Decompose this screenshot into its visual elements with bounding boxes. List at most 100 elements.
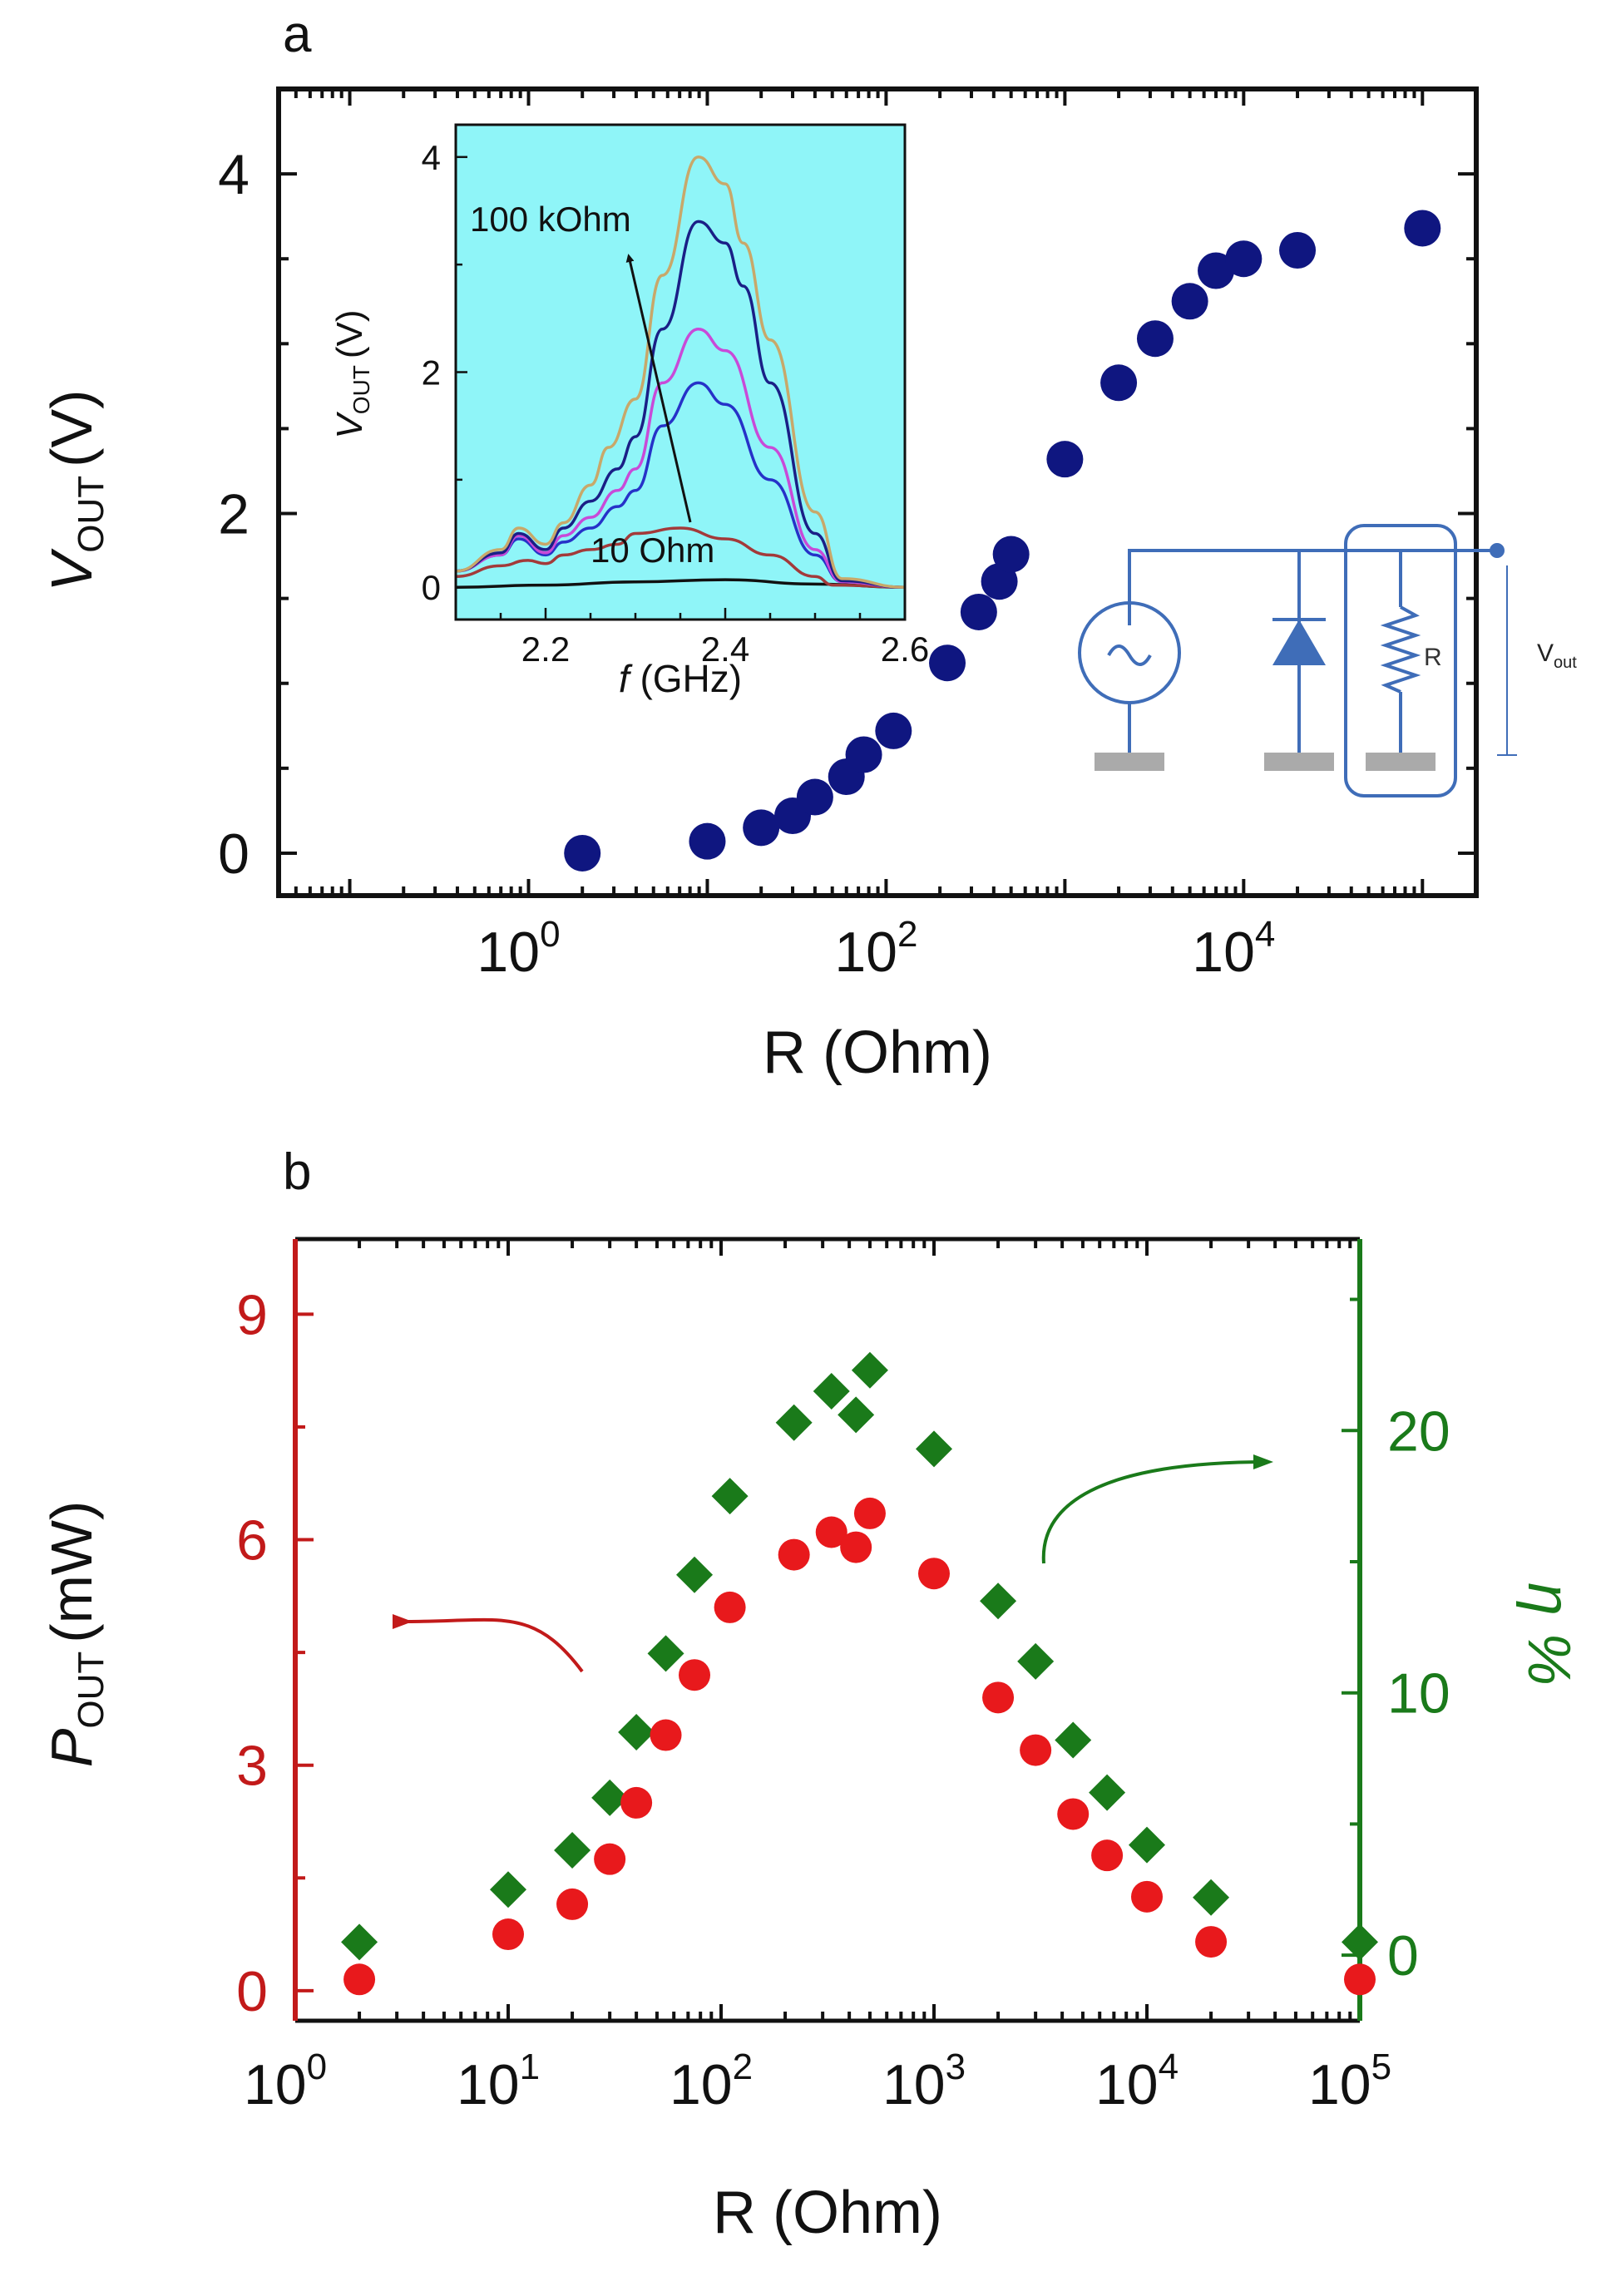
x-tick-label: 104 — [1192, 914, 1275, 984]
panel-b-label: b — [283, 1143, 311, 1201]
panel-a-y-ticks: 0 2 4 — [218, 143, 1476, 886]
panel-b-y2-axis-label: η % — [1515, 1583, 1582, 1686]
inset-x-axis-label: f (GHz) — [619, 657, 742, 700]
panel-b-y-axis-label: POUT(mW) — [39, 1501, 111, 1768]
vout-point — [1100, 364, 1138, 402]
vout-point — [992, 536, 1030, 573]
y-tick-label: 0 — [218, 822, 250, 886]
pout-point — [343, 1963, 376, 1996]
panel-a-x-axis-label: R (Ohm) — [763, 1020, 992, 1086]
panel-b-y-ticks: 0 3 6 9 — [236, 1283, 314, 2023]
panel-a-inset: 2.2 2.4 2.6 0 2 4 VOUT(V) f (GHz) 100 kOhm 1… — [329, 123, 929, 700]
efficiency-point — [1342, 1923, 1378, 1961]
efficiency-point — [775, 1404, 813, 1441]
panel-b-data-points — [341, 1351, 1378, 1996]
vout-point — [1404, 210, 1441, 247]
inset-curve — [455, 381, 906, 589]
pout-point — [1057, 1798, 1090, 1830]
inset-annotation-10ohm: 10 Ohm — [591, 531, 714, 570]
efficiency-point — [813, 1372, 850, 1410]
efficiency-point — [838, 1396, 875, 1434]
svg-text:VOUT(V): VOUT(V) — [39, 390, 111, 592]
efficiency-point — [1193, 1879, 1230, 1916]
inset-curves — [455, 156, 906, 589]
output-node-dot — [1490, 543, 1505, 558]
inset-x-ticks: 2.2 2.4 2.6 — [454, 608, 929, 669]
vout-point — [564, 834, 601, 871]
vout-point — [875, 712, 912, 749]
inset-curve — [455, 220, 906, 589]
pout-point — [853, 1497, 886, 1529]
inset-curve — [455, 328, 906, 589]
vout-point — [929, 644, 966, 682]
panel-a: a 100 102 104 024 VOUT(V) R (Ohm) 2.2 2.4 2.… — [39, 6, 1577, 1086]
circuit-top-wire — [1128, 549, 1497, 625]
circuit-schematic: R Vout — [1078, 524, 1577, 797]
svg-text:POUT(mW): POUT(mW) — [39, 1501, 111, 1768]
y2-tick-label: 0 — [1387, 1924, 1419, 1987]
x-tick-label: 103 — [882, 2047, 966, 2116]
y2-tick-label: 20 — [1387, 1400, 1450, 1463]
inset-y-tick-label: 0 — [422, 568, 441, 607]
inset-y-tick-label: 2 — [422, 353, 441, 393]
vout-label: Vout — [1537, 639, 1577, 672]
pout-point — [1131, 1880, 1163, 1913]
resistor-highlight-box — [1344, 524, 1457, 797]
efficiency-point — [1089, 1774, 1126, 1811]
inset-x-tick-label: 2.6 — [881, 630, 929, 669]
panel-a-data-points — [564, 210, 1441, 871]
efficiency-point — [1129, 1826, 1165, 1864]
pout-point — [492, 1918, 524, 1951]
y-tick-label: 0 — [236, 1960, 268, 2023]
x-tick-label: 101 — [457, 2047, 540, 2116]
y2-tick-label: 10 — [1387, 1662, 1450, 1726]
x-tick-label: 100 — [244, 2047, 327, 2116]
pout-point — [1091, 1839, 1124, 1872]
x-tick-label: 102 — [670, 2047, 753, 2116]
y-tick-label: 3 — [236, 1735, 268, 1798]
pout-point — [918, 1558, 950, 1590]
efficiency-point — [554, 1831, 591, 1869]
inset-y-ticks: 0 2 4 — [422, 138, 467, 607]
left-axis-indicator-arrow — [392, 1614, 584, 1673]
vout-point — [1046, 441, 1084, 478]
inset-y-axis-label: VOUT(V) — [329, 309, 374, 438]
vout-point — [1171, 283, 1208, 320]
ground-icon — [1095, 753, 1164, 771]
pout-point — [840, 1531, 872, 1563]
ground-icon — [1264, 753, 1334, 771]
inset-annotation-100kohm: 100 kOhm — [470, 200, 631, 239]
efficiency-point — [1055, 1721, 1092, 1759]
inset-curve — [455, 156, 906, 589]
efficiency-point — [980, 1583, 1017, 1620]
pout-point — [714, 1591, 746, 1623]
pout-point — [620, 1786, 653, 1819]
efficiency-point — [676, 1556, 714, 1593]
panel-b-x-axis-label: R (Ohm) — [713, 2180, 942, 2246]
inset-trend-arrow — [625, 254, 692, 523]
pout-point — [815, 1516, 847, 1548]
vout-point — [960, 593, 997, 630]
panel-a-y-axis-label: VOUT(V) — [39, 390, 111, 592]
svg-text:VOUT(V): VOUT(V) — [329, 309, 374, 438]
pout-point — [1020, 1734, 1052, 1766]
pout-point — [778, 1538, 810, 1571]
x-tick-label: 102 — [834, 914, 917, 984]
diode-icon — [1272, 620, 1326, 665]
panel-a-x-ticks: 100 102 104 — [277, 89, 1478, 984]
vout-point — [1279, 232, 1317, 269]
panel-a-label: a — [283, 6, 312, 63]
efficiency-point — [490, 1871, 526, 1908]
vout-point — [1225, 240, 1263, 278]
sine-wave-icon — [1107, 644, 1152, 666]
efficiency-point — [1017, 1642, 1055, 1680]
x-tick-label: 104 — [1095, 2047, 1179, 2116]
inset-x-tick-label: 2.2 — [521, 630, 570, 669]
pout-point — [679, 1659, 711, 1691]
vout-point — [1198, 252, 1235, 289]
pout-point — [1344, 1963, 1376, 1996]
pout-point — [1195, 1926, 1228, 1958]
pout-point — [982, 1681, 1015, 1714]
right-axis-indicator-arrow — [1041, 1454, 1273, 1564]
